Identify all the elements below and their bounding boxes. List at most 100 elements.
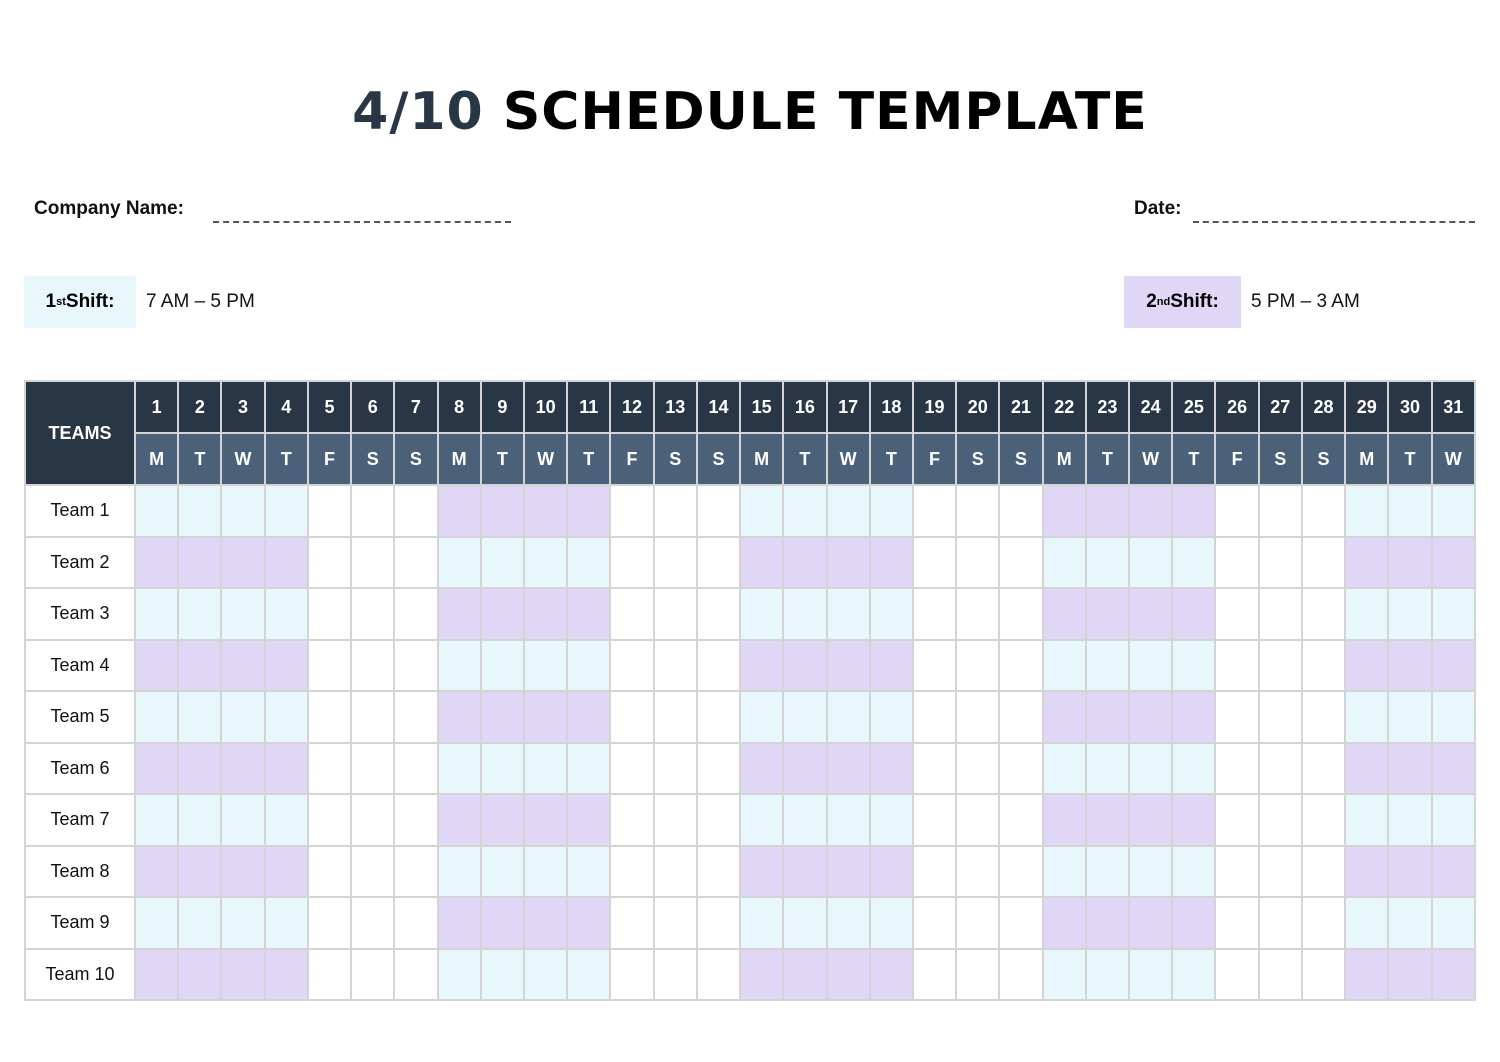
off-cell[interactable] <box>695 793 742 847</box>
off-cell[interactable] <box>652 896 698 950</box>
shift2-cell[interactable] <box>1171 484 1217 538</box>
company-name-field[interactable] <box>213 221 511 223</box>
off-cell[interactable] <box>652 587 698 641</box>
off-cell[interactable] <box>1300 947 1347 1001</box>
shift1-cell[interactable] <box>1387 793 1433 847</box>
shift1-cell[interactable] <box>1041 844 1087 898</box>
shift1-cell[interactable] <box>1344 793 1390 847</box>
off-cell[interactable] <box>1214 535 1260 589</box>
shift2-cell[interactable] <box>868 741 914 795</box>
date-field[interactable] <box>1193 221 1475 223</box>
shift2-cell[interactable] <box>739 638 785 692</box>
off-cell[interactable] <box>609 535 655 589</box>
off-cell[interactable] <box>306 535 353 589</box>
shift2-cell[interactable] <box>1344 844 1390 898</box>
shift2-cell[interactable] <box>522 896 569 950</box>
off-cell[interactable] <box>695 484 742 538</box>
shift2-cell[interactable] <box>1041 793 1087 847</box>
off-cell[interactable] <box>911 587 958 641</box>
shift2-cell[interactable] <box>1387 947 1433 1001</box>
off-cell[interactable] <box>393 638 439 692</box>
off-cell[interactable] <box>1300 896 1347 950</box>
off-cell[interactable] <box>911 741 958 795</box>
off-cell[interactable] <box>350 638 396 692</box>
shift1-cell[interactable] <box>479 947 525 1001</box>
shift1-cell[interactable] <box>566 535 612 589</box>
off-cell[interactable] <box>911 690 958 744</box>
off-cell[interactable] <box>350 844 396 898</box>
off-cell[interactable] <box>609 690 655 744</box>
shift1-cell[interactable] <box>782 484 828 538</box>
off-cell[interactable] <box>695 535 742 589</box>
off-cell[interactable] <box>911 484 958 538</box>
shift1-cell[interactable] <box>566 947 612 1001</box>
off-cell[interactable] <box>1214 587 1260 641</box>
shift2-cell[interactable] <box>177 535 223 589</box>
off-cell[interactable] <box>1257 844 1303 898</box>
off-cell[interactable] <box>393 947 439 1001</box>
off-cell[interactable] <box>998 844 1044 898</box>
shift1-cell[interactable] <box>177 793 223 847</box>
shift1-cell[interactable] <box>1084 947 1131 1001</box>
off-cell[interactable] <box>1257 741 1303 795</box>
off-cell[interactable] <box>998 741 1044 795</box>
shift2-cell[interactable] <box>1041 896 1087 950</box>
off-cell[interactable] <box>652 690 698 744</box>
shift2-cell[interactable] <box>1128 896 1174 950</box>
shift1-cell[interactable] <box>868 587 914 641</box>
off-cell[interactable] <box>1257 690 1303 744</box>
shift1-cell[interactable] <box>1171 638 1217 692</box>
shift1-cell[interactable] <box>868 896 914 950</box>
shift1-cell[interactable] <box>566 638 612 692</box>
shift2-cell[interactable] <box>133 844 180 898</box>
off-cell[interactable] <box>350 690 396 744</box>
shift2-cell[interactable] <box>177 741 223 795</box>
off-cell[interactable] <box>350 741 396 795</box>
shift2-cell[interactable] <box>1430 535 1477 589</box>
shift2-cell[interactable] <box>825 947 871 1001</box>
shift2-cell[interactable] <box>566 896 612 950</box>
off-cell[interactable] <box>998 638 1044 692</box>
shift2-cell[interactable] <box>739 844 785 898</box>
shift2-cell[interactable] <box>566 793 612 847</box>
shift1-cell[interactable] <box>436 947 482 1001</box>
off-cell[interactable] <box>393 896 439 950</box>
shift1-cell[interactable] <box>782 587 828 641</box>
shift2-cell[interactable] <box>1171 587 1217 641</box>
shift1-cell[interactable] <box>1128 741 1174 795</box>
off-cell[interactable] <box>1300 690 1347 744</box>
shift2-cell[interactable] <box>1387 844 1433 898</box>
off-cell[interactable] <box>609 741 655 795</box>
off-cell[interactable] <box>652 844 698 898</box>
shift1-cell[interactable] <box>1387 690 1433 744</box>
shift1-cell[interactable] <box>1171 741 1217 795</box>
shift1-cell[interactable] <box>825 484 871 538</box>
off-cell[interactable] <box>955 484 1001 538</box>
shift2-cell[interactable] <box>1084 587 1131 641</box>
off-cell[interactable] <box>1257 638 1303 692</box>
off-cell[interactable] <box>393 587 439 641</box>
off-cell[interactable] <box>955 741 1001 795</box>
shift1-cell[interactable] <box>1171 535 1217 589</box>
shift2-cell[interactable] <box>220 741 266 795</box>
shift1-cell[interactable] <box>1128 535 1174 589</box>
shift1-cell[interactable] <box>1430 587 1477 641</box>
shift1-cell[interactable] <box>1344 587 1390 641</box>
shift1-cell[interactable] <box>739 793 785 847</box>
off-cell[interactable] <box>1214 947 1260 1001</box>
off-cell[interactable] <box>998 587 1044 641</box>
shift1-cell[interactable] <box>263 793 309 847</box>
shift2-cell[interactable] <box>436 690 482 744</box>
off-cell[interactable] <box>306 690 353 744</box>
shift2-cell[interactable] <box>825 741 871 795</box>
off-cell[interactable] <box>350 484 396 538</box>
off-cell[interactable] <box>393 535 439 589</box>
shift2-cell[interactable] <box>1344 638 1390 692</box>
shift2-cell[interactable] <box>1344 535 1390 589</box>
off-cell[interactable] <box>652 947 698 1001</box>
off-cell[interactable] <box>350 535 396 589</box>
off-cell[interactable] <box>393 484 439 538</box>
shift1-cell[interactable] <box>825 896 871 950</box>
shift1-cell[interactable] <box>1128 947 1174 1001</box>
off-cell[interactable] <box>350 793 396 847</box>
